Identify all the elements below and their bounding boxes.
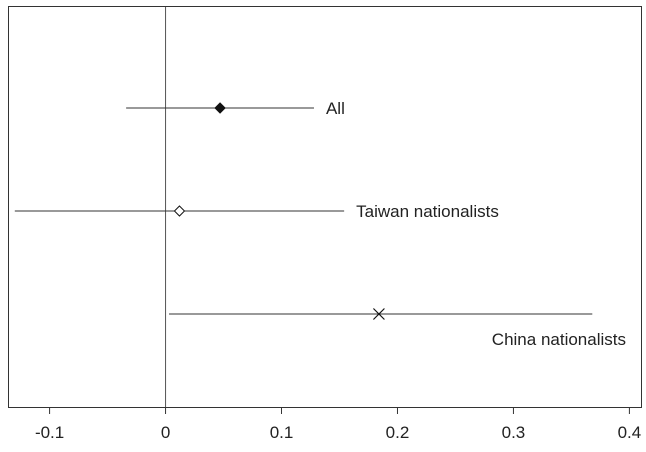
series-0: All xyxy=(126,99,345,118)
x-axis-ticks: -0.1 0 0.1 0.2 0.3 0.4 xyxy=(35,407,641,442)
x-tick-label: -0.1 xyxy=(35,423,64,442)
x-tick-label: 0.4 xyxy=(618,423,642,442)
x-tick-label: 0.3 xyxy=(502,423,526,442)
series-label: All xyxy=(326,99,345,118)
x-tick-label: 0.1 xyxy=(270,423,294,442)
point-estimate-marker xyxy=(173,205,186,217)
series-label: Taiwan nationalists xyxy=(356,202,499,221)
series-group: All Taiwan nationalists China nationalists xyxy=(14,99,626,349)
series-1: Taiwan nationalists xyxy=(14,202,499,221)
point-estimate-marker xyxy=(372,308,385,320)
plot-frame xyxy=(8,6,642,408)
point-estimate-marker xyxy=(214,102,226,114)
x-tick-label: 0.2 xyxy=(386,423,410,442)
series-2: China nationalists xyxy=(169,308,626,349)
x-tick-label: 0 xyxy=(161,423,170,442)
series-label: China nationalists xyxy=(492,330,626,349)
